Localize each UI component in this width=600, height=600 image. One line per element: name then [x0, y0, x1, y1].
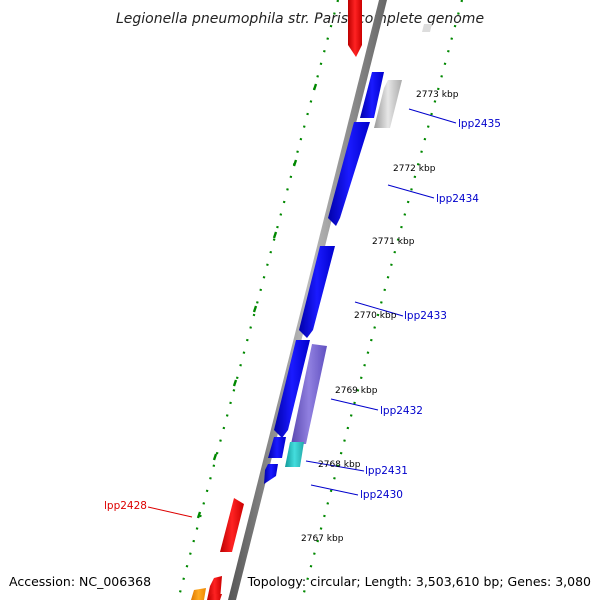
accession-text: Accession: NC_006368 — [9, 574, 151, 589]
gene-label-lpp2430[interactable]: lpp2430 — [360, 489, 403, 501]
tick-label: 2773 kbp — [416, 90, 459, 100]
gene-label-lpp2435[interactable]: lpp2435 — [458, 118, 501, 130]
gene-grey-2435 — [374, 80, 402, 128]
tick-label: 2771 kbp — [372, 237, 415, 247]
gene-label-lpp2433[interactable]: lpp2433 — [404, 310, 447, 322]
gene-blue-2435-outer — [360, 72, 384, 118]
gene-blue-2432-outer — [274, 340, 310, 438]
tick-label: 2769 kbp — [335, 386, 378, 396]
gene-label-lpp2431[interactable]: lpp2431 — [365, 465, 408, 477]
gene-purple-2432 — [291, 344, 327, 444]
gene-red-top-outer — [348, 0, 362, 57]
gene-cyan-2431 — [285, 442, 304, 467]
tick-label: 2767 kbp — [301, 534, 344, 544]
outer-track-ticks — [196, 83, 318, 519]
gene-red-bottom-2 — [208, 594, 222, 600]
gene-features-inner — [285, 24, 432, 467]
gene-label-lpp2432[interactable]: lpp2432 — [380, 405, 423, 417]
gene-blue-2434-outer — [328, 122, 370, 226]
gene-orange-bottom — [191, 588, 206, 600]
gene-label-lpp2434[interactable]: lpp2434 — [436, 193, 479, 205]
kbp-tick-labels: 2767 kbp 2768 kbp 2769 kbp 2770 kbp 2771… — [301, 90, 459, 544]
gene-blue-2431-outer — [268, 437, 286, 458]
gene-features-outer — [191, 0, 384, 600]
map-title: Legionella pneumophila str. Paris, compl… — [116, 11, 484, 27]
tick-label: 2770 kbp — [354, 311, 397, 321]
gene-leader-lines — [147, 108, 457, 518]
gene-name-labels: lpp2435 lpp2434 lpp2433 lpp2432 lpp2431 … — [104, 118, 501, 512]
tick-label: 2772 kbp — [393, 164, 436, 174]
gene-grey-top — [422, 24, 432, 32]
gene-blue-2433-outer — [299, 246, 335, 338]
gene-red-2428 — [220, 498, 244, 552]
gene-label-lpp2428[interactable]: lpp2428 — [104, 500, 147, 512]
gene-blue-2430-outer — [264, 464, 278, 484]
tick-label: 2768 kbp — [318, 460, 361, 470]
genome-summary-text: Topology: circular; Length: 3,503,610 bp… — [247, 574, 591, 589]
